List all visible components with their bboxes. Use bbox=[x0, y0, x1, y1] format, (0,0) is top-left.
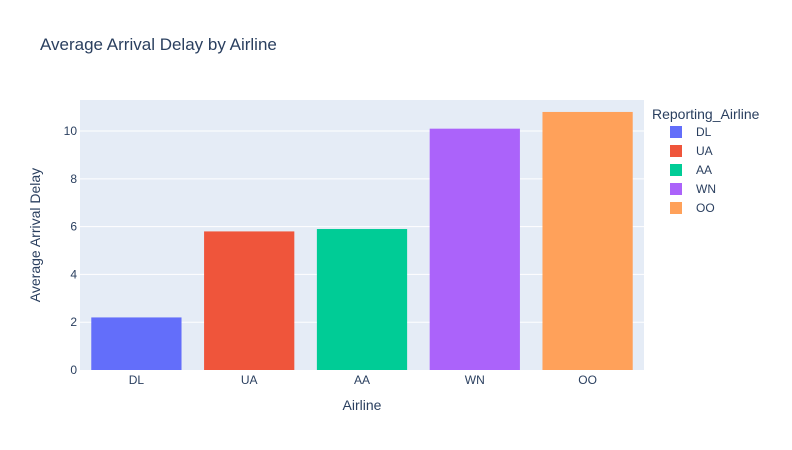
legend-item-label[interactable]: OO bbox=[696, 201, 715, 215]
bar-aa[interactable] bbox=[316, 229, 408, 370]
x-tick-label: UA bbox=[241, 373, 258, 387]
y-tick-label: 2 bbox=[70, 315, 77, 329]
legend-swatch bbox=[670, 183, 682, 195]
x-tick-label: DL bbox=[129, 373, 145, 387]
legend-swatch bbox=[670, 145, 682, 157]
bar-dl[interactable] bbox=[91, 317, 182, 370]
x-tick-label: OO bbox=[578, 373, 597, 387]
x-tick-label: AA bbox=[354, 373, 370, 387]
y-tick-label: 8 bbox=[70, 172, 77, 186]
y-axis-title: Average Arrival Delay bbox=[27, 168, 43, 302]
y-axis-ticks: 0 2 4 6 8 10 bbox=[64, 124, 78, 377]
legend-swatch bbox=[670, 202, 682, 214]
legend-item-label[interactable]: AA bbox=[696, 163, 712, 177]
x-tick-label: WN bbox=[465, 373, 485, 387]
y-tick-label: 6 bbox=[70, 220, 77, 234]
y-tick-label: 4 bbox=[70, 267, 77, 281]
y-tick-label: 0 bbox=[70, 363, 77, 377]
legend-title: Reporting_Airline bbox=[652, 106, 760, 122]
chart-title: Average Arrival Delay by Airline bbox=[40, 35, 277, 54]
bars bbox=[91, 111, 633, 370]
legend-item-label[interactable]: UA bbox=[696, 144, 713, 158]
legend: Reporting_Airline DL UA AA WN OO bbox=[652, 106, 760, 215]
bar-oo[interactable] bbox=[542, 111, 633, 370]
y-tick-label: 10 bbox=[64, 124, 78, 138]
legend-swatch bbox=[670, 164, 682, 176]
x-axis-ticks: DL UA AA WN OO bbox=[129, 373, 597, 387]
legend-swatch bbox=[670, 126, 682, 138]
x-axis-title: Airline bbox=[343, 397, 382, 413]
bar-wn[interactable] bbox=[429, 128, 520, 370]
legend-item-label[interactable]: WN bbox=[696, 182, 716, 196]
legend-item-label[interactable]: DL bbox=[696, 125, 712, 139]
bar-ua[interactable] bbox=[204, 231, 295, 370]
